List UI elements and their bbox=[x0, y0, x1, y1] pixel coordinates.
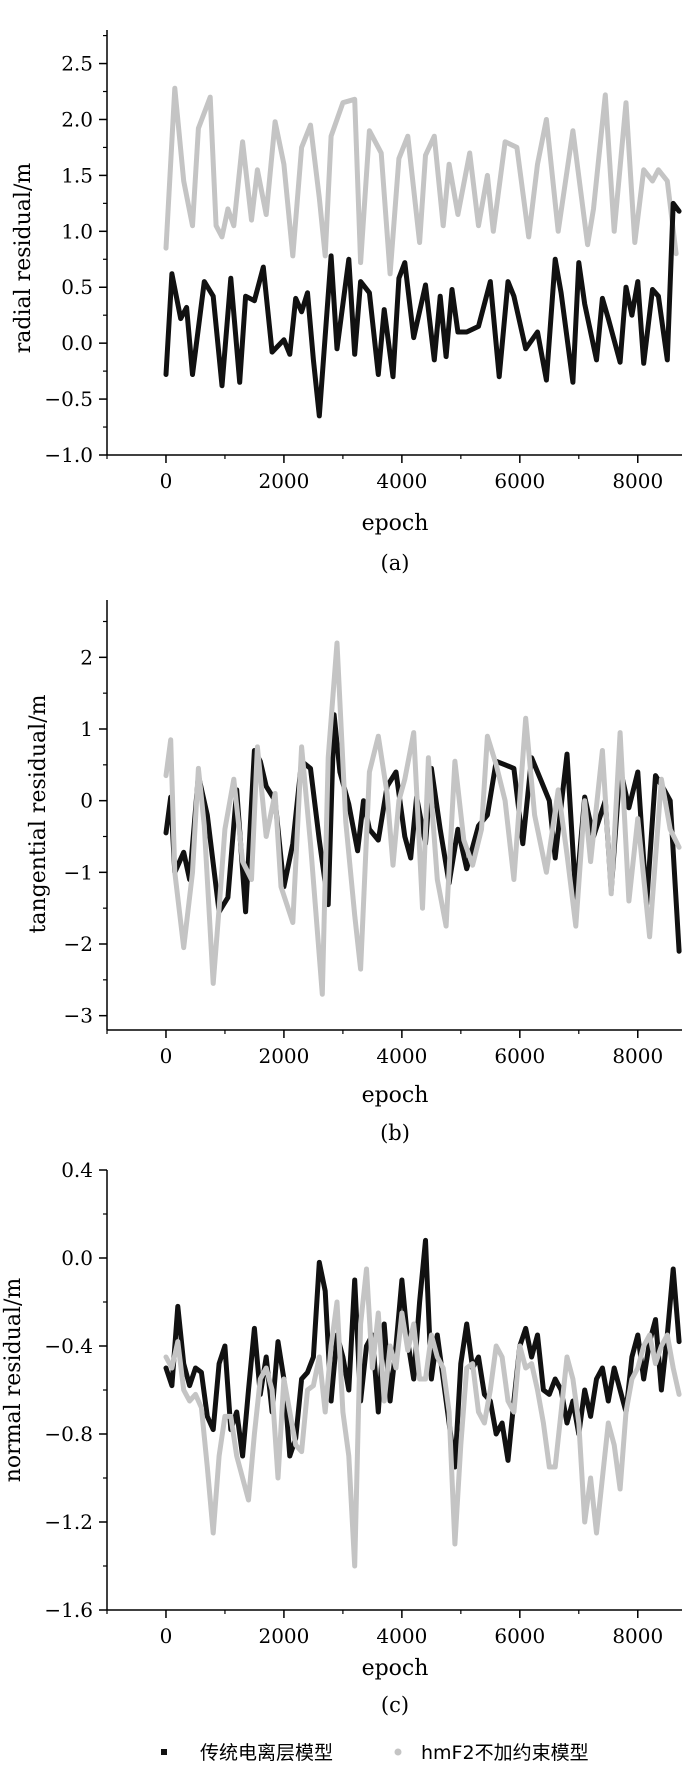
panel-normal: 0 2000 4000 6000 8000−1.6−1.2−0.8−0.40.00.4 … bbox=[1, 1158, 682, 1717]
legend: 传统电离层模型 hmF2不加约束模型 bbox=[161, 1742, 589, 1764]
x-tick-label: 0 bbox=[160, 469, 173, 493]
y-tick-label: −1.6 bbox=[44, 1598, 93, 1622]
panel-tangential: 0 2000 4000 6000 8000 −3 −2 −1 0 1 2 epoch tangent… bbox=[26, 600, 682, 1145]
y-tick-label: 2.0 bbox=[61, 107, 93, 131]
legend-label-hmf2: hmF2不加约束模型 bbox=[421, 1742, 589, 1764]
y-tick-label: 0.0 bbox=[61, 1246, 93, 1270]
x-tick-label: 2000 bbox=[258, 1624, 309, 1648]
y-tick-label: −1.2 bbox=[44, 1510, 93, 1534]
x-tick-label: 2000 bbox=[258, 1044, 309, 1068]
y-tick-label: −0.4 bbox=[44, 1334, 93, 1358]
x-tick-label: 2000 bbox=[258, 469, 309, 493]
series-layer bbox=[163, 1237, 682, 1569]
series-line-traditional bbox=[163, 200, 682, 419]
y-tick-label: 1 bbox=[80, 717, 93, 741]
y-tick-label: −1 bbox=[64, 860, 93, 884]
series-line-traditional bbox=[163, 1237, 682, 1470]
axes-layer: 0 2000 4000 6000 8000 −1.0 −0.5 0.0 0.5 1.0 1.5 2.0… bbox=[44, 30, 682, 493]
series-line-hmf2 bbox=[163, 85, 679, 277]
x-axis-title: epoch bbox=[362, 1656, 429, 1681]
y-tick-label: −2 bbox=[64, 932, 93, 956]
x-tick-label: 0 bbox=[160, 1044, 173, 1068]
y-tick-label: −0.5 bbox=[44, 387, 93, 411]
series-layer bbox=[163, 640, 682, 997]
x-tick-label: 8000 bbox=[612, 1624, 663, 1648]
y-axis-title: normal residual/m bbox=[1, 1278, 26, 1483]
y-tick-label: 0.5 bbox=[61, 275, 93, 299]
series-line-traditional bbox=[163, 712, 682, 954]
panel-radial: 0 2000 4000 6000 8000 −1.0 −0.5 0.0 0.5 1.0 1.5 2.0… bbox=[11, 30, 682, 575]
y-axis-title: tangential residual/m bbox=[26, 694, 51, 933]
x-tick-label: 6000 bbox=[494, 469, 545, 493]
y-tick-label: 0 bbox=[80, 789, 93, 813]
legend-label-traditional: 传统电离层模型 bbox=[200, 1742, 333, 1764]
series-line-hmf2 bbox=[163, 640, 682, 997]
y-tick-label: −1.0 bbox=[44, 443, 93, 467]
y-tick-label: 1.5 bbox=[61, 163, 93, 187]
x-axis-title: epoch bbox=[362, 1083, 429, 1108]
y-axis-title: radial residual/m bbox=[11, 163, 36, 354]
y-tick-label: 0.4 bbox=[61, 1158, 93, 1182]
y-tick-label: 1.0 bbox=[61, 219, 93, 243]
panel-caption: (b) bbox=[380, 1121, 410, 1145]
x-tick-label: 4000 bbox=[376, 469, 427, 493]
panel-caption: (a) bbox=[381, 551, 410, 575]
y-tick-label: −0.8 bbox=[44, 1422, 93, 1446]
x-axis-title: epoch bbox=[362, 511, 429, 536]
series-line-hmf2 bbox=[163, 1266, 682, 1569]
axes-layer: 0 2000 4000 6000 8000 −1.6 −1.2 −0.8 −0.4 0.0 0.4 bbox=[44, 1158, 682, 1648]
y-tick-label: −3 bbox=[64, 1004, 93, 1028]
axes-layer: 0 2000 4000 6000 8000 −3 −2 −1 0 1 2 bbox=[64, 600, 682, 1068]
y-tick-label: 0.0 bbox=[61, 331, 93, 355]
x-tick-label: 6000 bbox=[494, 1624, 545, 1648]
y-tick-label: 2 bbox=[80, 645, 93, 669]
x-tick-label: 4000 bbox=[376, 1044, 427, 1068]
x-tick-label: 0 bbox=[160, 1624, 173, 1648]
series-layer bbox=[163, 85, 682, 419]
y-tick-label: 2.5 bbox=[61, 52, 93, 76]
x-tick-label: 4000 bbox=[376, 1624, 427, 1648]
legend-marker-traditional bbox=[161, 1749, 167, 1755]
x-tick-label: 8000 bbox=[612, 1044, 663, 1068]
panel-caption: (c) bbox=[381, 1693, 409, 1717]
x-tick-label: 8000 bbox=[612, 469, 663, 493]
x-tick-label: 6000 bbox=[494, 1044, 545, 1068]
legend-marker-hmf2 bbox=[394, 1748, 402, 1756]
